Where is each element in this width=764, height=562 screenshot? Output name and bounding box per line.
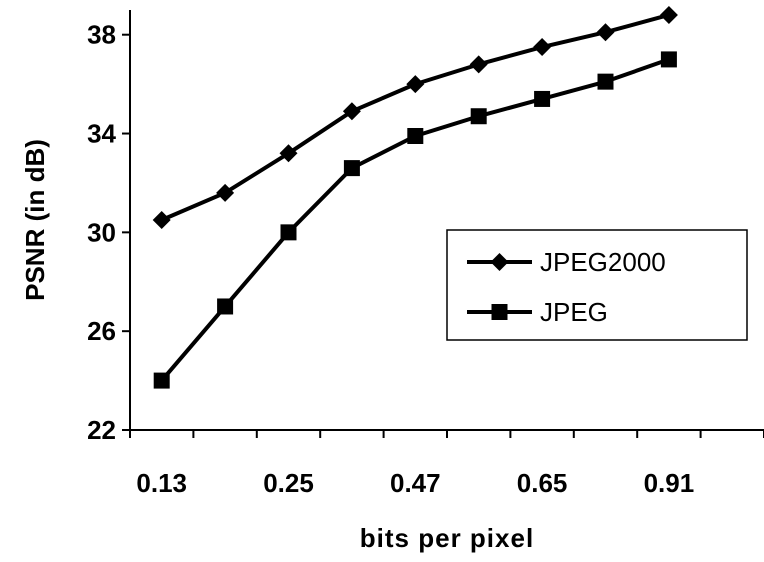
legend-marker-square: [491, 304, 508, 320]
data-point-jpeg2000: [659, 5, 678, 24]
data-point-jpeg2000: [596, 23, 615, 42]
data-point-jpeg2000: [279, 144, 298, 163]
data-point-jpeg2000: [533, 38, 552, 57]
y-tick-label: 34: [87, 119, 116, 149]
data-point-jpeg: [407, 128, 424, 144]
data-point-jpeg: [597, 73, 614, 90]
legend-label-jpeg2000: JPEG2000: [540, 247, 666, 277]
y-tick-label: 22: [87, 415, 116, 445]
y-axis-title: PSNR (in dB): [20, 139, 50, 301]
axes: 22 26 30 34 38 0.13 0.25 0.47 0.65 0.91: [87, 10, 764, 498]
data-point-jpeg: [470, 108, 487, 125]
data-point-jpeg: [153, 372, 170, 389]
legend-marker-diamond: [490, 253, 509, 271]
data-point-jpeg2000: [406, 75, 425, 94]
y-tick-label: 30: [87, 217, 116, 247]
x-tick-label: 0.91: [644, 468, 695, 498]
series-line-jpeg2000: [160, 13, 670, 222]
data-point-jpeg: [660, 51, 677, 68]
legend-box: [446, 229, 748, 341]
data-point-jpeg: [343, 160, 360, 177]
series-group: [152, 5, 678, 389]
x-tick-label: 0.65: [517, 468, 568, 498]
legend: JPEG2000 JPEG: [446, 229, 748, 341]
legend-label-jpeg: JPEG: [540, 297, 608, 327]
data-point-jpeg2000: [469, 55, 488, 74]
data-point-jpeg: [280, 224, 297, 241]
y-tick-label: 38: [87, 20, 116, 50]
data-point-jpeg: [217, 298, 234, 315]
x-tick-label: 0.47: [390, 468, 441, 498]
x-tick-label: 0.13: [136, 468, 187, 498]
y-tick-label: 26: [87, 316, 116, 346]
data-point-jpeg2000: [152, 211, 171, 229]
data-point-jpeg2000: [342, 102, 361, 121]
x-tick-label: 0.25: [263, 468, 314, 498]
x-axis-title: bits per pixel: [360, 523, 534, 553]
data-point-jpeg: [534, 90, 551, 107]
data-point-jpeg2000: [216, 183, 235, 202]
